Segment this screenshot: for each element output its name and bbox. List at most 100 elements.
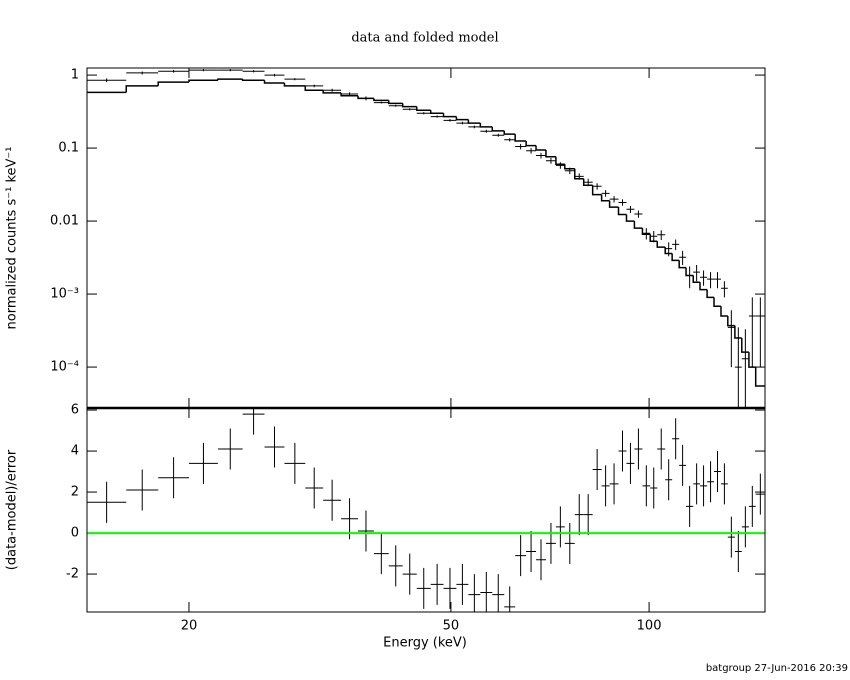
y-tick-label: -2: [66, 567, 79, 582]
data-point: [430, 115, 444, 118]
panel-frame: [86, 67, 766, 409]
model-step: [442, 113, 457, 118]
model-step: [545, 150, 556, 158]
model-step: [467, 119, 481, 124]
data-point: [264, 426, 285, 468]
data-point: [634, 428, 643, 470]
model-step: [741, 338, 749, 353]
y-tick-label: 0.01: [50, 214, 79, 229]
data-point: [188, 69, 218, 72]
data-point: [665, 459, 673, 501]
data-point: [672, 418, 680, 460]
data-point: [480, 129, 493, 133]
data-point: [727, 516, 735, 558]
data-point: [714, 272, 721, 289]
model-step: [304, 85, 324, 91]
model-step: [263, 80, 285, 84]
data-point: [734, 531, 742, 573]
data-point: [358, 510, 374, 552]
y-tick-label: 1: [71, 68, 79, 83]
data-point: [686, 266, 694, 289]
data-point: [536, 539, 546, 581]
data-point: [734, 327, 742, 408]
data-point: [526, 148, 537, 154]
data-point: [665, 242, 673, 257]
data-point: [358, 96, 374, 101]
data-point: [416, 112, 431, 115]
data-point: [657, 428, 666, 470]
model-step: [283, 82, 306, 87]
model-step: [241, 79, 265, 81]
model-step: [706, 289, 715, 299]
data-point: [707, 272, 715, 289]
data-point: [242, 408, 265, 435]
data-point: [492, 133, 505, 137]
model-step: [188, 79, 218, 83]
model-step: [600, 194, 610, 202]
data-point: [650, 231, 658, 243]
model-step: [388, 100, 403, 105]
model-step: [641, 228, 651, 235]
data-point: [323, 88, 342, 92]
data-point: [468, 574, 481, 612]
model-step: [664, 247, 673, 255]
data-point: [592, 183, 602, 190]
footer: batgroup 27-Jun-2016 20:39: [706, 663, 848, 674]
data-point: [672, 239, 680, 251]
data-point: [515, 143, 527, 150]
model-step: [401, 103, 417, 108]
plot-area: [87, 69, 765, 408]
data-point: [341, 92, 359, 96]
data-point: [755, 297, 765, 368]
data-point: [468, 125, 481, 129]
data-point: [720, 463, 728, 505]
model-step: [633, 221, 643, 229]
model-step: [582, 178, 593, 186]
model-step: [617, 207, 627, 216]
data-point: [693, 463, 701, 505]
data-point: [609, 463, 619, 505]
data-point: [284, 442, 306, 484]
model-step: [574, 168, 584, 180]
model-step: [322, 90, 342, 94]
model-step: [671, 253, 680, 262]
x-tick-label: 20: [181, 619, 198, 634]
data-point: [373, 101, 389, 104]
model-step: [373, 98, 389, 102]
model-step: [625, 214, 635, 222]
model-step: [503, 130, 516, 135]
data-point: [217, 69, 243, 72]
model-step: [525, 140, 537, 147]
data-point: [626, 442, 635, 484]
model-step: [340, 92, 359, 97]
model-step: [416, 106, 431, 111]
data-point: [727, 310, 735, 368]
data-point: [158, 457, 189, 499]
model-step: [455, 116, 469, 121]
data-point: [574, 494, 584, 536]
data-point: [679, 250, 687, 266]
data-point: [555, 162, 565, 169]
data-point: [618, 199, 627, 206]
data-point: [564, 522, 575, 564]
data-point: [373, 533, 389, 575]
data-point: [755, 473, 765, 515]
data-point: [388, 545, 403, 587]
data-point: [284, 78, 306, 81]
model-step: [608, 200, 619, 208]
data-point: [526, 531, 537, 573]
data-point: [264, 73, 285, 77]
model-step: [720, 306, 728, 317]
data-point: [158, 69, 189, 73]
model-step: [692, 275, 701, 284]
model-step: [734, 325, 742, 339]
data-point: [242, 70, 265, 73]
data-point: [642, 228, 651, 240]
model-step: [699, 282, 708, 291]
y-tick-label: 4: [71, 444, 79, 459]
data-point: [323, 479, 342, 521]
model-step: [748, 352, 756, 368]
data-point: [686, 485, 694, 527]
model-step: [656, 241, 666, 248]
